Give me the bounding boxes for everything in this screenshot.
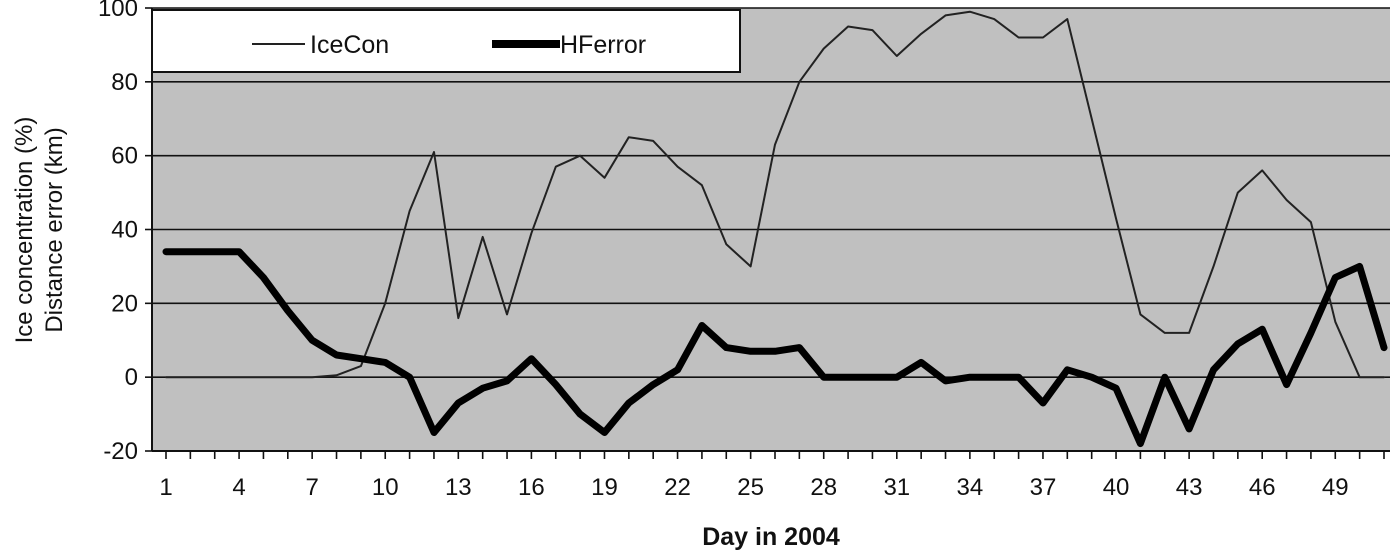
y-axis-title: Ice concentration (%) Distance error (km… — [11, 117, 68, 344]
series-line-icecon — [165, 10, 1385, 379]
legend-label-icecon: IceCon — [310, 31, 389, 59]
x-tick-label: 49 — [1322, 474, 1349, 501]
x-tick-label: 28 — [810, 474, 837, 501]
legend-label-hferror: HFerror — [560, 31, 646, 59]
x-axis-title: Day in 2004 — [702, 523, 840, 551]
x-tick-label: 22 — [664, 474, 691, 501]
series-line-hferror — [162, 248, 1388, 448]
x-tick-label: 34 — [957, 474, 984, 501]
x-tick-label: 25 — [737, 474, 764, 501]
y-tick-label: 0 — [125, 364, 138, 391]
y-tick-label: 40 — [111, 217, 138, 244]
x-tick-label: 37 — [1030, 474, 1057, 501]
y-tick-label: 80 — [111, 69, 138, 96]
x-tick-label: 46 — [1249, 474, 1276, 501]
y-axis-title-line-1: Ice concentration (%) — [11, 117, 38, 344]
y-tick-label: 100 — [98, 0, 138, 22]
y-tick-label: -20 — [103, 438, 138, 465]
y-axis-title-line-2: Distance error (km) — [41, 127, 68, 332]
x-tick-label: 10 — [372, 474, 399, 501]
x-tick-label: 43 — [1176, 474, 1203, 501]
y-axis: -20 0 20 40 60 80 100 — [98, 0, 153, 465]
legend-box — [151, 9, 741, 73]
y-tick-label: 60 — [111, 143, 138, 170]
y-tick-label: 20 — [111, 290, 138, 317]
x-axis: 1 4 7 10 13 16 19 22 25 28 31 34 37 40 43 46 49 — [152, 450, 1390, 501]
gridlines — [152, 7, 1390, 378]
x-tick-label: 19 — [591, 474, 618, 501]
x-tick-label: 16 — [518, 474, 545, 501]
x-tick-label: 1 — [159, 474, 172, 501]
x-tick-label: 4 — [232, 474, 245, 501]
series-lines — [162, 10, 1388, 448]
x-tick-label: 7 — [305, 474, 318, 501]
x-tick-label: 13 — [445, 474, 472, 501]
legend: IceCon HFerror — [151, 9, 741, 73]
x-tick-label: 40 — [1103, 474, 1130, 501]
x-tick-label: 31 — [883, 474, 910, 501]
